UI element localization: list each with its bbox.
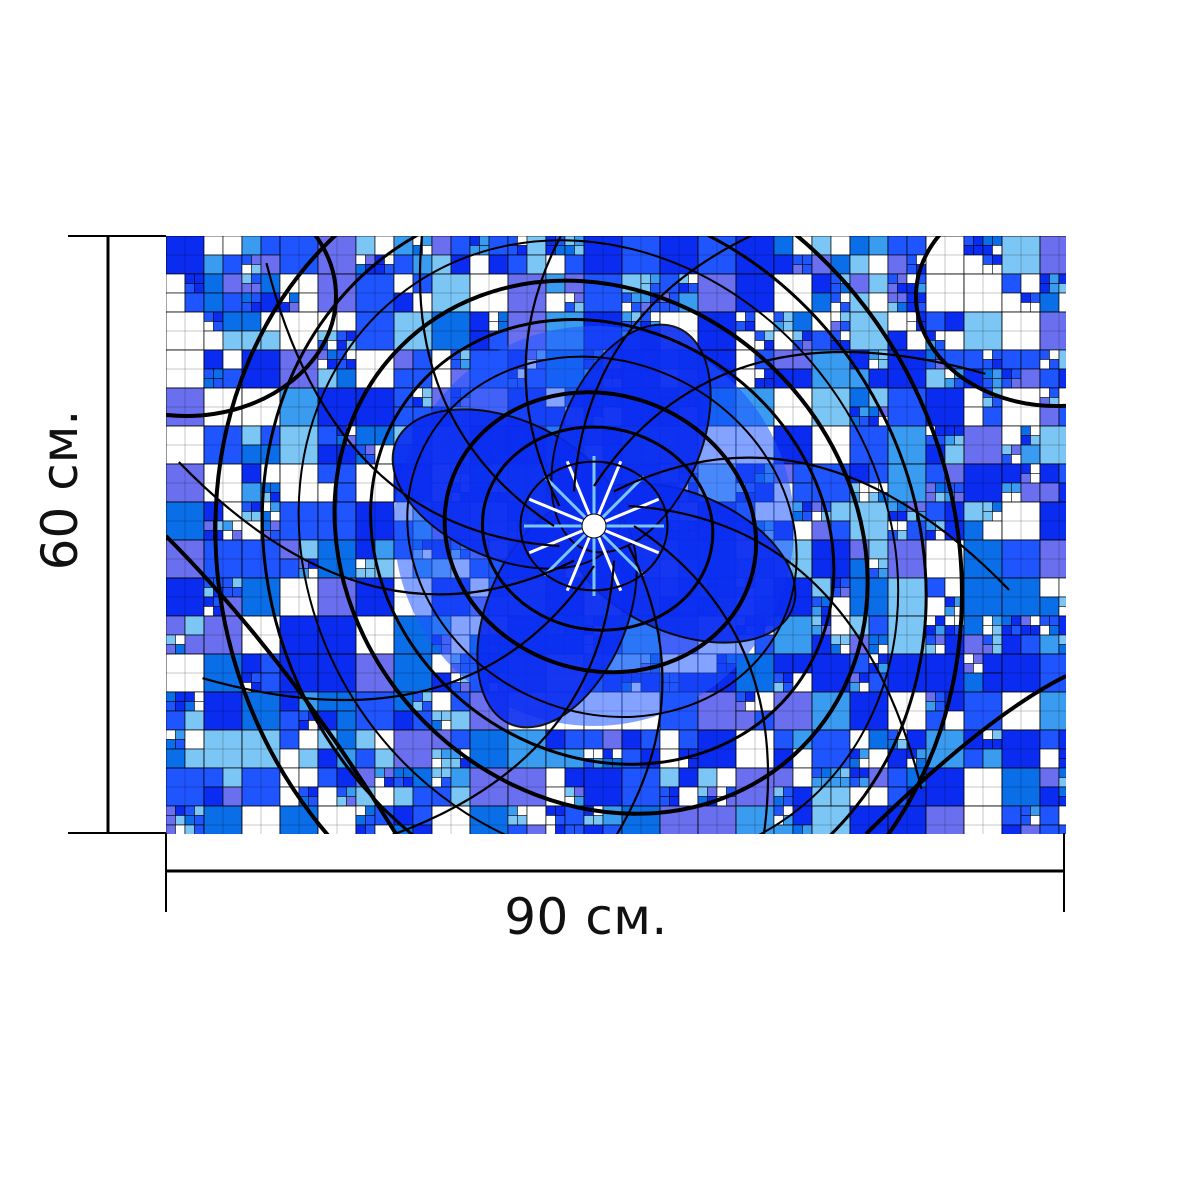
height-label: 60 см. [31,409,89,571]
artwork-image [166,236,1066,834]
width-label: 90 см. [504,888,668,946]
fractal-mosaic-graphic [166,236,1066,834]
swirl-lines [166,236,1066,834]
mosaic-grid-lines [166,236,1066,834]
